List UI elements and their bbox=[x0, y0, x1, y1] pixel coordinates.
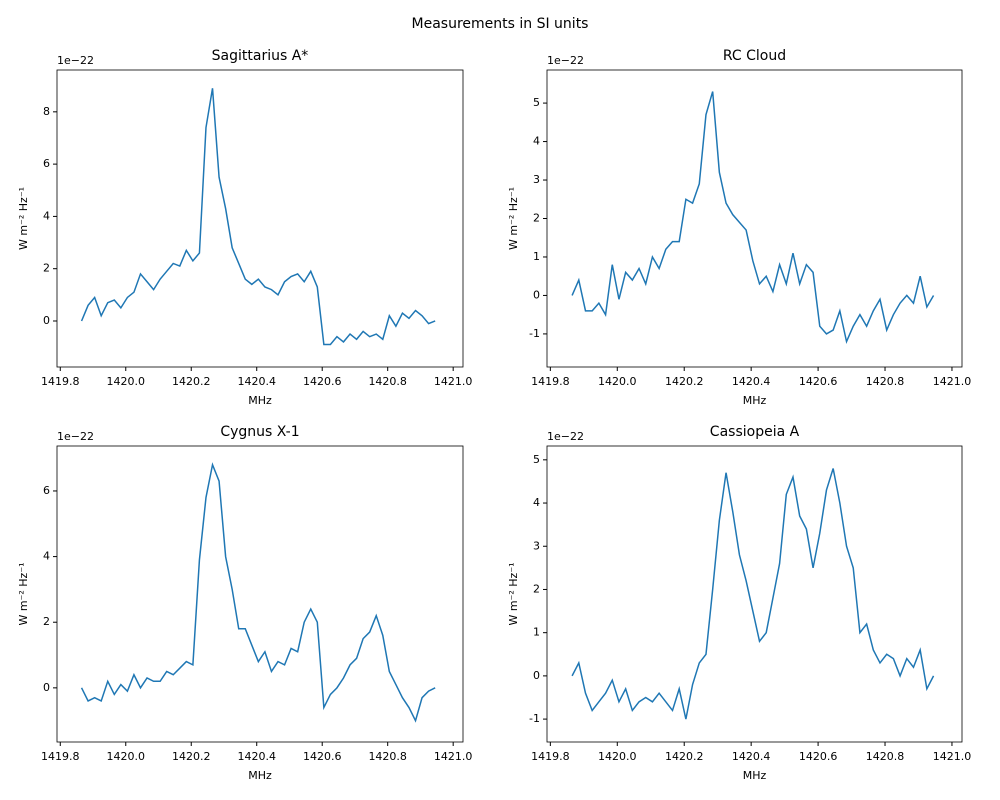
y-tick-label: 4 bbox=[533, 496, 540, 509]
x-tick-label: 1420.4 bbox=[237, 750, 276, 763]
y-tick-label: -1 bbox=[529, 712, 540, 725]
x-axis-label: MHz bbox=[248, 394, 272, 407]
x-tick-label: 1419.8 bbox=[41, 375, 80, 388]
offset-text: 1e−22 bbox=[547, 430, 584, 443]
x-tick-label: 1419.8 bbox=[531, 375, 570, 388]
x-tick-label: 1420.4 bbox=[237, 375, 276, 388]
x-axis-label: MHz bbox=[248, 769, 272, 782]
offset-text: 1e−22 bbox=[547, 54, 584, 67]
x-tick-label: 1421.0 bbox=[933, 375, 972, 388]
x-tick-label: 1420.0 bbox=[598, 750, 637, 763]
data-line bbox=[571, 91, 935, 345]
x-tick-label: 1420.4 bbox=[732, 750, 771, 763]
data-line bbox=[80, 88, 436, 346]
x-tick-label: 1421.0 bbox=[434, 750, 473, 763]
y-tick-label: 4 bbox=[43, 550, 50, 563]
figure-title: Measurements in SI units bbox=[412, 16, 589, 32]
x-tick-label: 1420.6 bbox=[303, 750, 342, 763]
y-tick-label: 4 bbox=[533, 135, 540, 148]
x-tick-label: 1420.2 bbox=[665, 750, 704, 763]
x-tick-label: 1420.6 bbox=[303, 375, 342, 388]
x-tick-label: 1420.8 bbox=[866, 375, 905, 388]
y-tick-label: 3 bbox=[533, 539, 540, 552]
x-axis-label: MHz bbox=[743, 769, 767, 782]
y-tick-label: 2 bbox=[43, 615, 50, 628]
x-tick-label: 1420.0 bbox=[598, 375, 637, 388]
y-tick-label: 0 bbox=[533, 288, 540, 301]
y-tick-label: 0 bbox=[533, 669, 540, 682]
y-tick-label: 4 bbox=[43, 209, 50, 222]
y-tick-label: 1 bbox=[533, 626, 540, 639]
x-tick-label: 1421.0 bbox=[933, 750, 972, 763]
x-tick-label: 1420.6 bbox=[799, 375, 838, 388]
data-line bbox=[80, 462, 436, 723]
subplot-title: Cygnus X-1 bbox=[220, 424, 299, 440]
x-tick-label: 1420.2 bbox=[172, 750, 211, 763]
x-tick-label: 1420.2 bbox=[172, 375, 211, 388]
x-tick-label: 1420.6 bbox=[799, 750, 838, 763]
x-tick-label: 1419.8 bbox=[531, 750, 570, 763]
x-tick-label: 1420.4 bbox=[732, 375, 771, 388]
offset-text: 1e−22 bbox=[57, 430, 94, 443]
x-tick-label: 1420.8 bbox=[368, 375, 407, 388]
x-tick-label: 1420.8 bbox=[368, 750, 407, 763]
x-axis-label: MHz bbox=[743, 394, 767, 407]
y-tick-label: 1 bbox=[533, 250, 540, 263]
y-axis-label: W m⁻² Hz⁻¹ bbox=[17, 562, 30, 625]
axes-frame bbox=[56, 445, 464, 743]
axes-frame bbox=[546, 69, 963, 368]
y-tick-label: 6 bbox=[43, 484, 50, 497]
data-line bbox=[571, 468, 935, 720]
y-axis-label: W m⁻² Hz⁻¹ bbox=[17, 187, 30, 250]
axes-frame bbox=[546, 445, 963, 743]
subplot-title: Cassiopeia A bbox=[710, 424, 800, 440]
subplot-title: Sagittarius A* bbox=[212, 48, 309, 64]
y-tick-label: 6 bbox=[43, 157, 50, 170]
x-tick-label: 1420.0 bbox=[107, 750, 146, 763]
x-tick-label: 1420.8 bbox=[866, 750, 905, 763]
y-tick-label: 0 bbox=[43, 314, 50, 327]
x-tick-label: 1419.8 bbox=[41, 750, 80, 763]
subplot-title: RC Cloud bbox=[723, 48, 786, 64]
y-tick-label: 0 bbox=[43, 681, 50, 694]
y-tick-label: 2 bbox=[43, 262, 50, 275]
x-tick-label: 1421.0 bbox=[434, 375, 473, 388]
offset-text: 1e−22 bbox=[57, 54, 94, 67]
y-tick-label: -1 bbox=[529, 327, 540, 340]
y-tick-label: 8 bbox=[43, 105, 50, 118]
y-tick-label: 2 bbox=[533, 212, 540, 225]
y-tick-label: 3 bbox=[533, 173, 540, 186]
x-tick-label: 1420.0 bbox=[107, 375, 146, 388]
y-tick-label: 5 bbox=[533, 453, 540, 466]
y-axis-label: W m⁻² Hz⁻¹ bbox=[507, 187, 520, 250]
axes-frame bbox=[56, 69, 464, 368]
y-axis-label: W m⁻² Hz⁻¹ bbox=[507, 562, 520, 625]
y-tick-label: 5 bbox=[533, 96, 540, 109]
x-tick-label: 1420.2 bbox=[665, 375, 704, 388]
y-tick-label: 2 bbox=[533, 582, 540, 595]
